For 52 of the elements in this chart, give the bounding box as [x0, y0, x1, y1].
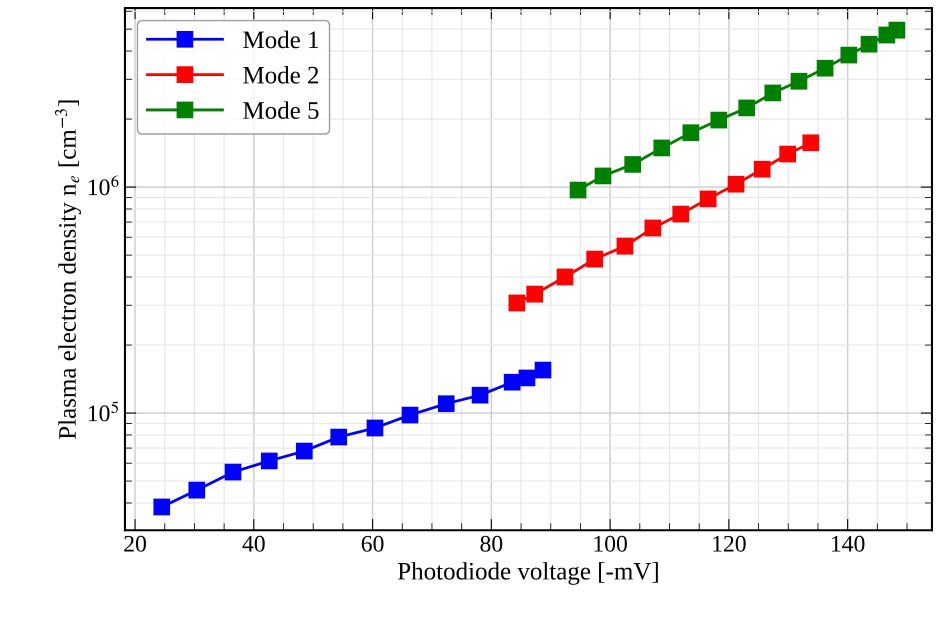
- y-tick-label: 10$^{6}$: [88, 175, 119, 196]
- point: [644, 220, 662, 236]
- point: [504, 374, 520, 391]
- point: [779, 146, 796, 162]
- point: [653, 140, 670, 156]
- x-axis-title: Photodiode voltage [-mV]: [398, 562, 658, 585]
- x-tick-label: 100: [594, 536, 627, 552]
- point: [518, 370, 536, 386]
- point: [860, 36, 878, 53]
- legend-label: Mode 2: [243, 66, 318, 84]
- point: [472, 386, 488, 404]
- point: [224, 464, 242, 480]
- x-tick-label: 80: [480, 536, 502, 552]
- point: [700, 190, 716, 208]
- point: [728, 176, 744, 193]
- point: [534, 362, 552, 378]
- x-tick-label: 120: [713, 536, 746, 552]
- point: [816, 60, 834, 76]
- point: [366, 420, 384, 436]
- point: [153, 498, 170, 516]
- point: [764, 84, 782, 102]
- point: [556, 268, 574, 286]
- point: [508, 294, 526, 312]
- y-axis-title: Plasma electron density n$_{e}$ [cm$^{−3}$]: [55, 100, 82, 440]
- point: [260, 452, 278, 470]
- x-tick-label: 40: [242, 536, 265, 552]
- point: [888, 22, 906, 38]
- point: [672, 206, 690, 222]
- x-tick-label: 140: [832, 536, 864, 552]
- point: [840, 46, 858, 64]
- point: [438, 395, 455, 412]
- point: [624, 156, 642, 173]
- point: [526, 286, 544, 302]
- x-tick-label: 60: [362, 536, 384, 552]
- point: [402, 406, 418, 424]
- point: [790, 72, 808, 90]
- point: [570, 182, 586, 198]
- point: [586, 250, 604, 268]
- y-tick-label: 10$^{5}$: [88, 401, 118, 422]
- point: [738, 100, 756, 116]
- point: [616, 238, 634, 254]
- point: [710, 112, 728, 128]
- point: [802, 134, 820, 152]
- legend-label: Mode 1: [243, 30, 318, 48]
- point: [594, 168, 612, 184]
- point: [754, 160, 770, 178]
- point: [296, 442, 313, 460]
- point: [682, 124, 700, 142]
- point: [330, 428, 348, 446]
- point: [188, 482, 206, 498]
- x-tick-label: 20: [124, 536, 146, 552]
- legend-label: Mode 5: [243, 101, 319, 119]
